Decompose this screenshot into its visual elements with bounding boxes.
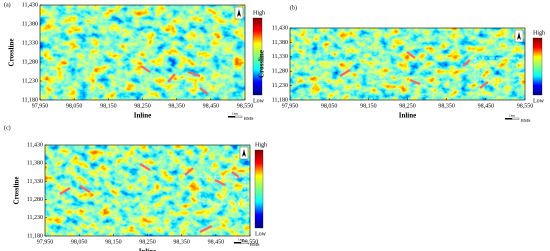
y-axis-title: Crossline bbox=[258, 50, 266, 78]
x-tick-label: 98,150 bbox=[105, 239, 122, 245]
y-tick-label: 11,230 bbox=[272, 83, 288, 89]
y-axis-title: Crossline bbox=[8, 39, 16, 67]
annotation-arrow bbox=[199, 87, 209, 95]
annotation-arrow bbox=[184, 167, 194, 176]
scale-label: 1km bbox=[232, 111, 239, 115]
x-tick-label: 98,550 bbox=[237, 103, 254, 109]
annotation-arrow bbox=[214, 179, 226, 186]
annotation-arrow bbox=[462, 59, 471, 67]
annotation-arrow bbox=[140, 65, 151, 73]
colorbar-high: High bbox=[255, 142, 267, 148]
map-image bbox=[45, 145, 250, 236]
x-tick-label: 98,450 bbox=[203, 103, 220, 109]
x-tick-label: 98,050 bbox=[71, 239, 88, 245]
scale-bar-white bbox=[234, 115, 243, 118]
y-tick-label: 11,230 bbox=[22, 78, 38, 84]
y-tick-label: 11,330 bbox=[22, 40, 38, 46]
y-tick-label: 11,280 bbox=[22, 59, 38, 65]
y-tick-label: 11,180 bbox=[272, 97, 288, 103]
colorbar-low: Low bbox=[533, 98, 545, 104]
panel-label: (b) bbox=[290, 4, 297, 11]
colorbar-high: High bbox=[253, 10, 265, 16]
scale-bar-white bbox=[511, 117, 520, 120]
y-axis-title: Crossline bbox=[13, 177, 21, 205]
y-tick-label: 11,430 bbox=[272, 25, 288, 31]
x-tick-label: 98,350 bbox=[438, 103, 455, 109]
colorbar bbox=[254, 149, 264, 229]
annotation-arrow bbox=[339, 69, 351, 77]
y-tick-label: 11,380 bbox=[22, 21, 38, 27]
panel-label: (a) bbox=[4, 1, 11, 8]
x-tick-label: 98,550 bbox=[517, 103, 534, 109]
scale-label: 1km bbox=[509, 113, 516, 117]
annotation-arrow bbox=[139, 163, 151, 171]
colorbar-unit: RMS bbox=[244, 116, 254, 121]
x-tick-label: 98,350 bbox=[173, 239, 190, 245]
map-image bbox=[40, 5, 245, 100]
x-tick-label: 97,950 bbox=[32, 103, 49, 109]
panel-label: (c) bbox=[4, 124, 11, 131]
annotation-arrow bbox=[409, 78, 421, 86]
annotation-arrow bbox=[187, 70, 201, 78]
colorbar-unit: RMS bbox=[250, 242, 260, 247]
x-tick-label: 98,150 bbox=[360, 103, 377, 109]
annotation-arrow bbox=[167, 73, 176, 83]
x-tick-label: 98,250 bbox=[134, 103, 151, 109]
highlight-box bbox=[199, 176, 246, 205]
y-tick-label: 11,380 bbox=[272, 40, 288, 46]
x-axis-title: Inline bbox=[139, 248, 157, 251]
colorbar-unit: RMS bbox=[521, 118, 531, 123]
colorbar-low: Low bbox=[253, 98, 265, 104]
x-tick-label: 98,550 bbox=[242, 239, 259, 245]
annotation-arrow bbox=[79, 185, 91, 193]
x-tick-label: 98,250 bbox=[139, 239, 156, 245]
x-tick-label: 98,250 bbox=[399, 103, 416, 109]
y-tick-label: 11,430 bbox=[27, 142, 43, 148]
colorbar bbox=[532, 37, 543, 96]
x-tick-label: 98,050 bbox=[66, 103, 83, 109]
x-tick-label: 98,050 bbox=[321, 103, 338, 109]
north-arrow-icon bbox=[237, 9, 241, 17]
colorbar-high: High bbox=[533, 30, 545, 36]
y-tick-label: 11,180 bbox=[27, 233, 43, 239]
highlight-box bbox=[474, 57, 521, 81]
y-tick-label: 11,380 bbox=[27, 161, 43, 167]
colorbar-low: Low bbox=[255, 231, 267, 237]
y-tick-label: 11,230 bbox=[27, 215, 43, 221]
annotation-arrow bbox=[406, 51, 416, 59]
y-tick-label: 11,280 bbox=[272, 69, 288, 75]
x-tick-label: 98,450 bbox=[478, 103, 495, 109]
x-tick-label: 98,150 bbox=[100, 103, 117, 109]
y-tick-label: 11,330 bbox=[27, 179, 43, 185]
y-tick-label: 11,430 bbox=[22, 2, 38, 8]
colorbar bbox=[252, 17, 263, 96]
x-tick-label: 98,350 bbox=[168, 103, 185, 109]
annotation-arrow bbox=[59, 187, 71, 195]
y-tick-label: 11,280 bbox=[27, 197, 43, 203]
scale-bar-black bbox=[234, 242, 241, 244]
annotation-arrow bbox=[199, 225, 213, 233]
x-tick-label: 97,950 bbox=[37, 239, 54, 245]
x-axis-title: Inline bbox=[134, 112, 152, 120]
north-arrow-icon bbox=[517, 32, 521, 40]
y-tick-label: 11,330 bbox=[272, 54, 288, 60]
north-arrow-icon bbox=[242, 149, 246, 157]
scale-bar-black bbox=[505, 118, 512, 120]
annotation-arrow bbox=[479, 81, 489, 89]
scale-label: 1km bbox=[238, 237, 245, 241]
map-image bbox=[290, 28, 525, 100]
x-axis-title: Inline bbox=[399, 112, 417, 120]
x-tick-label: 97,950 bbox=[282, 103, 299, 109]
x-tick-label: 98,450 bbox=[208, 239, 225, 245]
scale-bar-white bbox=[240, 241, 249, 244]
y-tick-label: 11,180 bbox=[22, 97, 38, 103]
scale-bar-black bbox=[228, 116, 235, 118]
